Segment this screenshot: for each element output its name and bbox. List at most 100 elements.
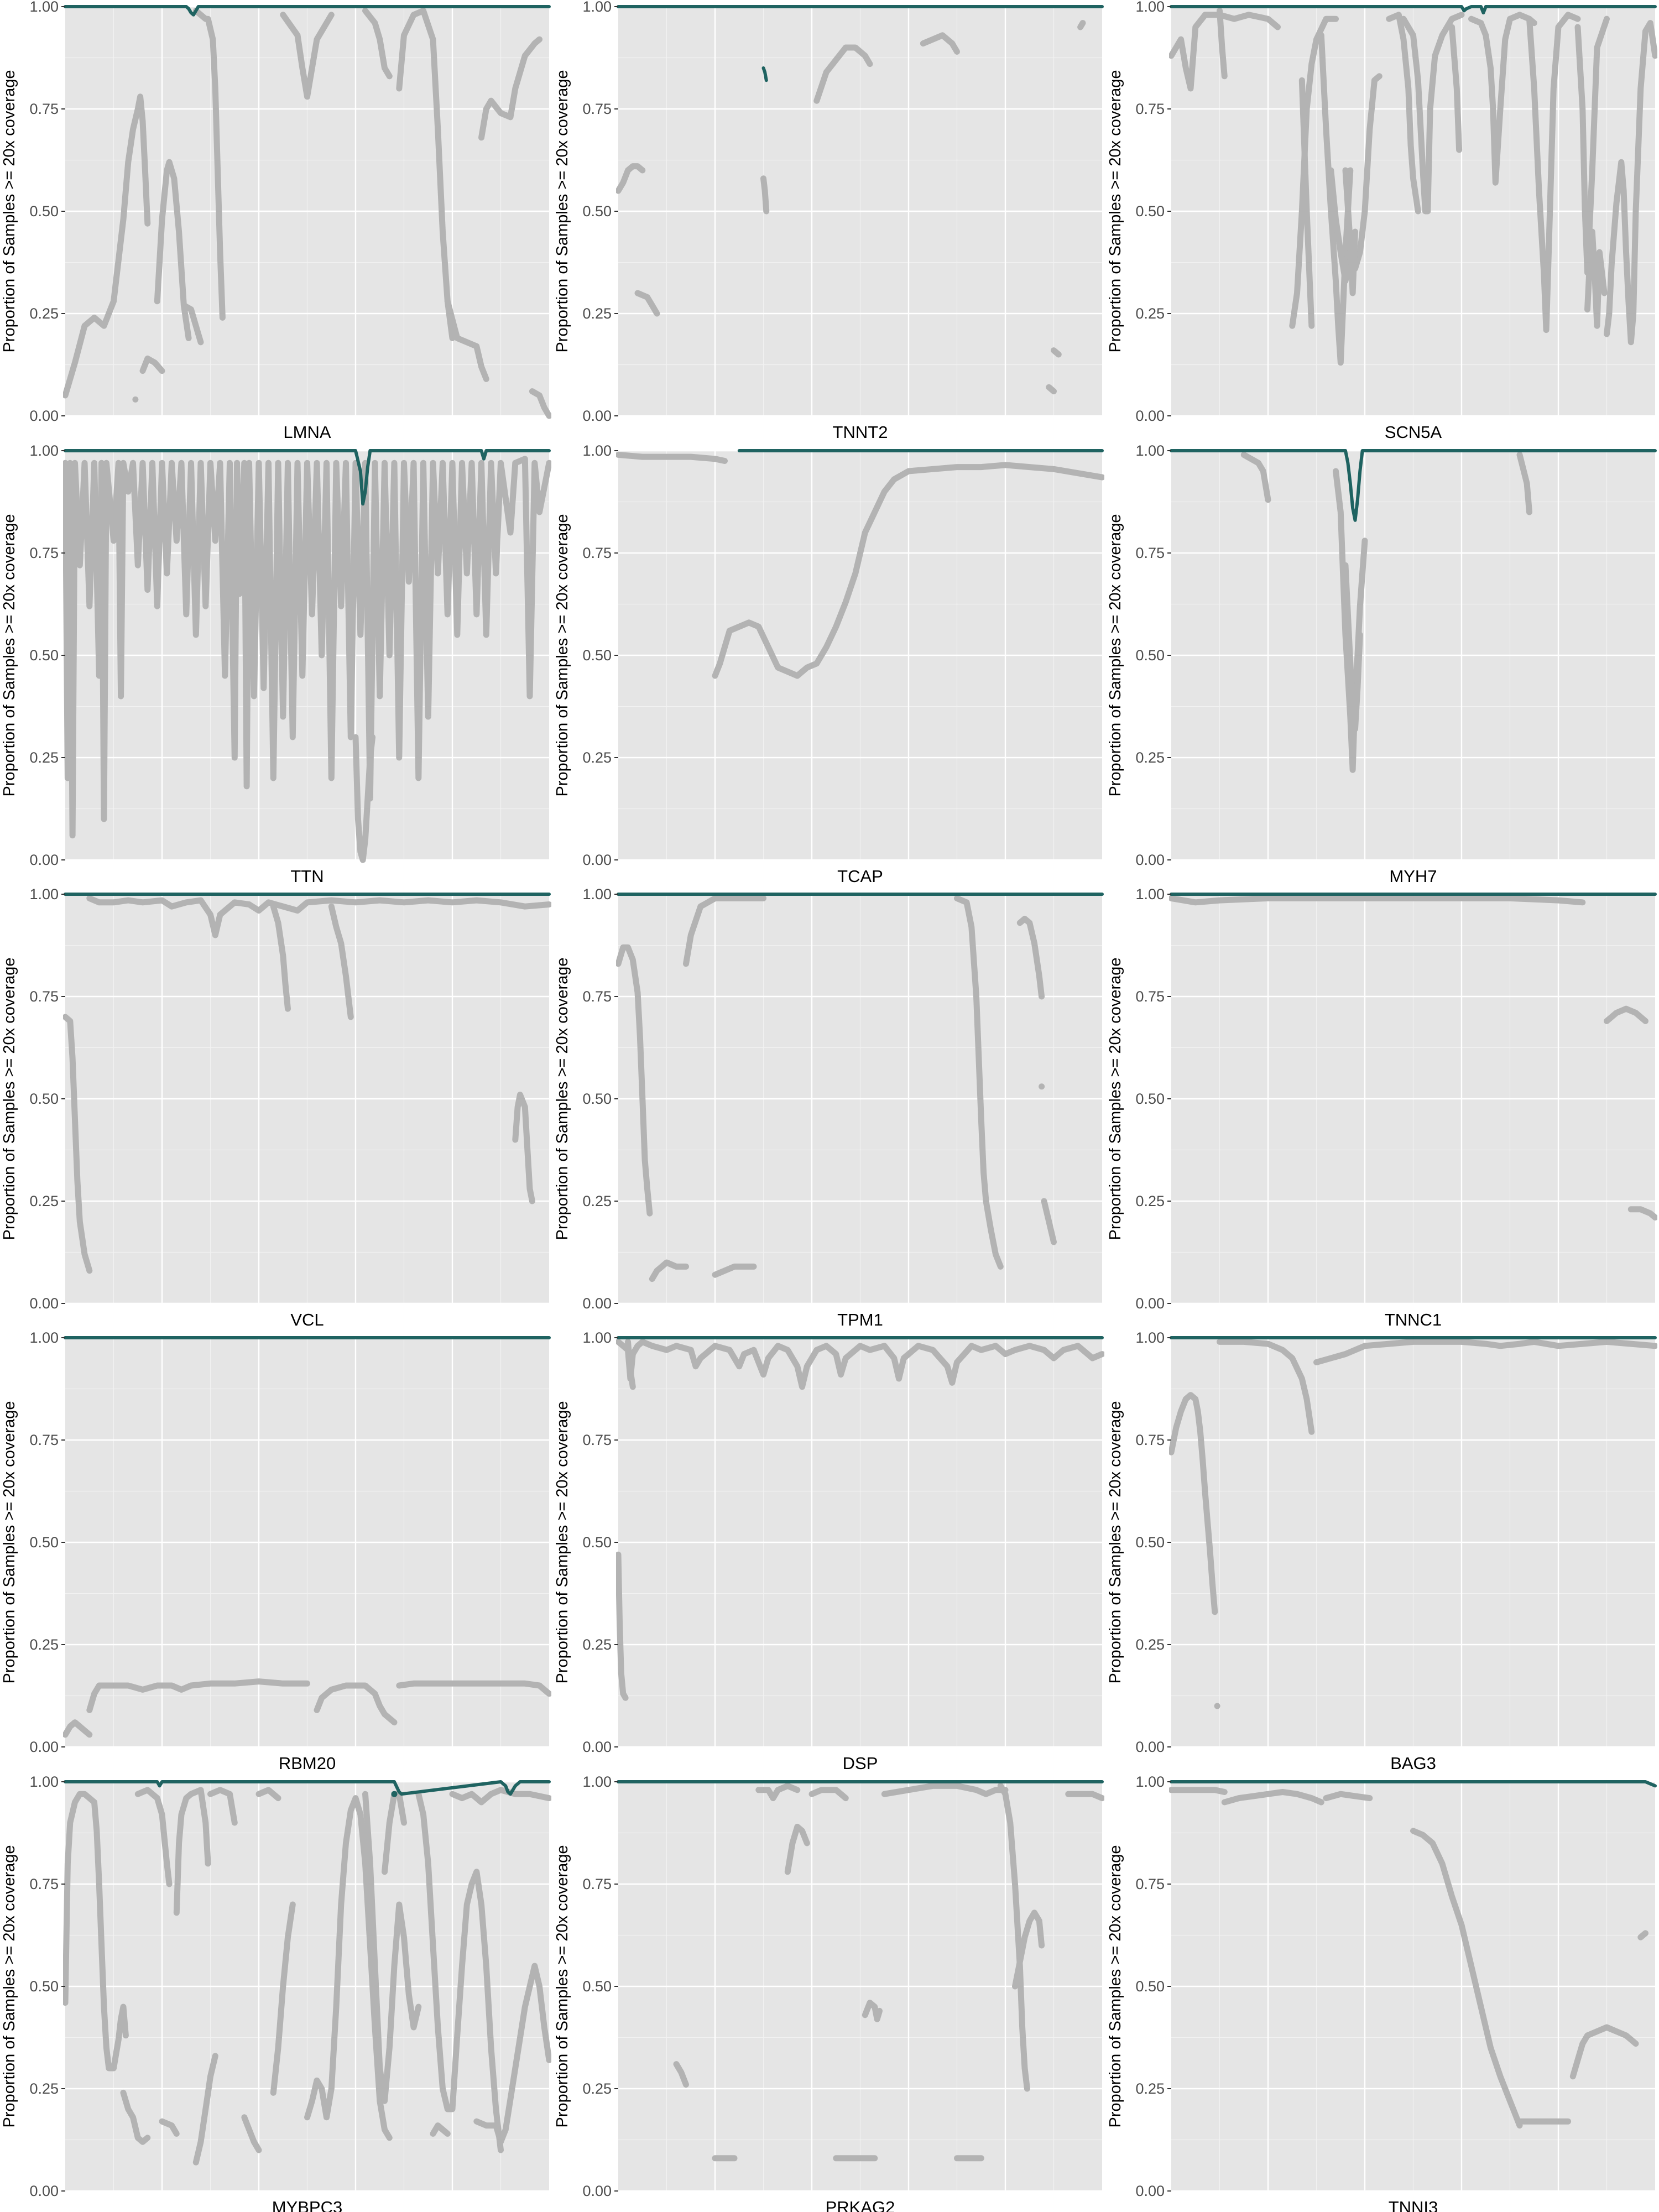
coverage-series bbox=[192, 2053, 218, 2166]
y-axis-title: Proportion of Samples >= 20x coverage bbox=[1, 957, 18, 1240]
coverage-series bbox=[784, 1823, 810, 1875]
y-tick-label: 0.75 bbox=[582, 101, 612, 117]
y-tick-label: 0.00 bbox=[29, 408, 59, 424]
coverage-series bbox=[634, 290, 660, 317]
y-tick-label: 0.75 bbox=[29, 1876, 59, 1892]
coverage-series bbox=[512, 1092, 535, 1204]
y-axis-title: Proportion of Samples >= 20x coverage bbox=[554, 1845, 571, 2127]
y-tick-label: 0.75 bbox=[29, 1432, 59, 1448]
coverage-series bbox=[444, 298, 489, 382]
coverage-series bbox=[1298, 77, 1315, 329]
coverage-series bbox=[1065, 1791, 1104, 1802]
coverage-series bbox=[625, 1338, 636, 1390]
y-tick-label: 0.75 bbox=[29, 545, 59, 561]
data-layer bbox=[1169, 1336, 1657, 1709]
y-tick-label: 1.00 bbox=[582, 1773, 612, 1790]
y-tick-label: 1.00 bbox=[29, 1329, 59, 1346]
y-axis-title: Proportion of Samples >= 20x coverage bbox=[554, 1401, 571, 1683]
coverage-series bbox=[270, 1901, 296, 2096]
y-tick-label: 0.25 bbox=[29, 1193, 59, 1209]
coverage-series bbox=[255, 1787, 281, 1802]
y-tick-label: 1.00 bbox=[29, 442, 59, 459]
high-coverage-series bbox=[1170, 5, 1657, 15]
data-layer bbox=[616, 1336, 1104, 1701]
coverage-series bbox=[1221, 1789, 1324, 1806]
coverage-series bbox=[1342, 167, 1358, 296]
data-layer bbox=[63, 893, 551, 1274]
coverage-series bbox=[192, 7, 226, 321]
coverage-series bbox=[954, 895, 1004, 1270]
coverage-series bbox=[616, 1551, 629, 1701]
high-coverage-series bbox=[1170, 1780, 1657, 1788]
coverage-series bbox=[159, 2118, 180, 2137]
y-tick-label: 0.00 bbox=[1135, 408, 1165, 424]
y-tick-label: 0.50 bbox=[1135, 647, 1165, 664]
y-tick-label: 1.00 bbox=[1135, 1773, 1165, 1790]
y-axis-title: Proportion of Samples >= 20x coverage bbox=[554, 514, 571, 796]
y-tick-label: 0.50 bbox=[29, 647, 59, 664]
y-tick-label: 1.00 bbox=[29, 0, 59, 15]
y-tick-label: 0.50 bbox=[29, 203, 59, 220]
y-tick-label: 0.50 bbox=[582, 1091, 612, 1107]
coverage-series bbox=[649, 1259, 689, 1282]
y-axis-title: Proportion of Samples >= 20x coverage bbox=[1107, 957, 1124, 1240]
coverage-series bbox=[616, 944, 653, 1217]
y-tick-label: 0.00 bbox=[1135, 1295, 1165, 1312]
data-layer bbox=[1169, 1780, 1657, 2129]
y-axis-title: Proportion of Samples >= 20x coverage bbox=[1107, 514, 1124, 796]
coverage-series bbox=[362, 7, 393, 80]
coverage-series bbox=[314, 1682, 398, 1726]
panel-ttn: 0.00 0.25 0.50 0.75 1.00 Proportion of Sample… bbox=[1, 442, 551, 886]
y-tick-label: 0.50 bbox=[1135, 203, 1165, 220]
coverage-series bbox=[63, 1791, 129, 2072]
data-layer bbox=[63, 1780, 551, 2166]
y-axis-title: Proportion of Samples >= 20x coverage bbox=[1107, 70, 1124, 352]
coverage-series bbox=[712, 1263, 757, 1278]
y-tick-label: 0.25 bbox=[1135, 305, 1165, 322]
y-tick-label: 0.50 bbox=[1135, 1534, 1165, 1551]
y-tick-label: 0.50 bbox=[582, 1534, 612, 1551]
panel-vcl: 0.00 0.25 0.50 0.75 1.00 Proportion of Sample… bbox=[1, 886, 551, 1329]
x-axis-title: DSP bbox=[843, 1754, 878, 1773]
coverage-series bbox=[1313, 1338, 1657, 1365]
coverage-series bbox=[120, 2089, 151, 2145]
coverage-series bbox=[1342, 562, 1363, 732]
panel-lmna: 0.00 0.25 0.50 0.75 1.00 Proportion of Sample… bbox=[1, 0, 551, 442]
data-layer bbox=[63, 5, 551, 419]
coverage-series bbox=[63, 93, 151, 399]
coverage-series bbox=[673, 2061, 689, 2088]
y-tick-label: 0.25 bbox=[582, 1636, 612, 1653]
x-axis-title: VCL bbox=[290, 1310, 324, 1329]
panel-tnnc1: 0.00 0.25 0.50 0.75 1.00 Proportion of Sample… bbox=[1107, 886, 1657, 1329]
high-coverage-series bbox=[1170, 449, 1657, 522]
coverage-series bbox=[1584, 228, 1608, 329]
y-tick-label: 1.00 bbox=[1135, 442, 1165, 459]
y-tick-label: 0.75 bbox=[582, 1432, 612, 1448]
x-axis-title: TNNC1 bbox=[1385, 1310, 1442, 1329]
data-layer bbox=[1169, 5, 1657, 366]
coverage-series bbox=[473, 1963, 551, 2145]
coverage-series bbox=[881, 1782, 1009, 1797]
y-tick-label: 0.00 bbox=[582, 1295, 612, 1312]
coverage-series bbox=[616, 163, 646, 194]
x-axis-title: RBM20 bbox=[279, 1754, 336, 1773]
data-layer bbox=[63, 449, 551, 863]
coverage-series bbox=[86, 1678, 310, 1713]
coverage-series bbox=[1169, 1392, 1218, 1615]
y-tick-label: 1.00 bbox=[1135, 0, 1165, 15]
y-tick-label: 0.00 bbox=[1135, 1739, 1165, 1755]
coverage-series bbox=[63, 456, 551, 839]
coverage-series bbox=[813, 44, 873, 104]
y-tick-label: 0.00 bbox=[29, 2183, 59, 2199]
coverage-series bbox=[396, 1680, 551, 1697]
coverage-series bbox=[1449, 24, 1463, 153]
coverage-series bbox=[134, 1787, 173, 1887]
y-tick-label: 0.25 bbox=[582, 305, 612, 322]
y-tick-label: 1.00 bbox=[29, 886, 59, 902]
y-tick-label: 0.00 bbox=[1135, 852, 1165, 868]
y-tick-label: 0.00 bbox=[1135, 2183, 1165, 2199]
coverage-series bbox=[270, 903, 291, 1012]
coverage-series bbox=[478, 36, 542, 141]
y-tick-label: 0.00 bbox=[29, 852, 59, 868]
coverage-series bbox=[1217, 7, 1228, 80]
